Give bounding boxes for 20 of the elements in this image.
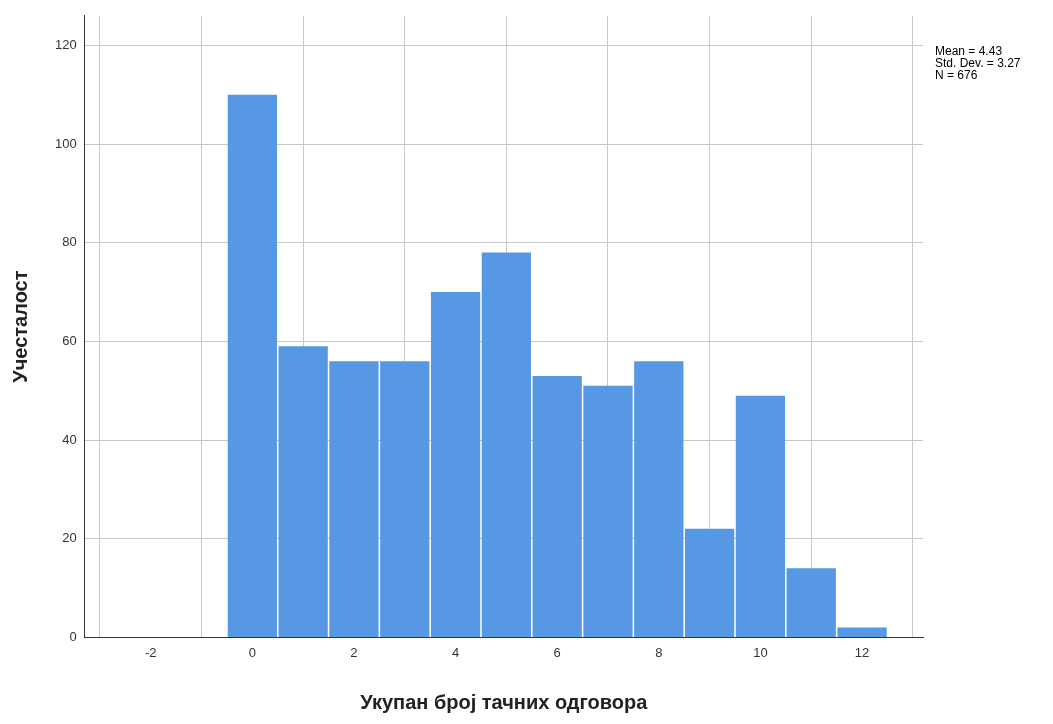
- y-axis-title: Учесталост: [8, 270, 31, 383]
- x-tick-label: 4: [451, 644, 460, 660]
- x-tick-label: 12: [854, 644, 870, 660]
- y-tick-label: 20: [62, 530, 77, 546]
- y-tick-label: 100: [54, 135, 77, 151]
- text: Std. Dev. = 3.27: [935, 56, 1021, 71]
- y-tick-label: 80: [62, 234, 77, 250]
- y-tick-label: 60: [62, 332, 77, 348]
- x-tick-label: -2: [144, 644, 157, 660]
- x-tick-label: 6: [553, 644, 561, 660]
- x-tick-label: 8: [655, 644, 663, 660]
- x-tick-label: 10: [753, 644, 768, 660]
- y-tick-label: 120: [54, 36, 77, 52]
- text: N = 676: [935, 68, 978, 83]
- y-tick-label: 0: [69, 628, 77, 644]
- y-tick-label: 40: [62, 431, 77, 447]
- x-tick-label: 2: [350, 644, 358, 660]
- x-axis-title: Укупан број тачних одговора: [360, 690, 649, 713]
- text: Mean = 4.43: [935, 44, 1003, 59]
- x-tick-label: 0: [248, 644, 256, 660]
